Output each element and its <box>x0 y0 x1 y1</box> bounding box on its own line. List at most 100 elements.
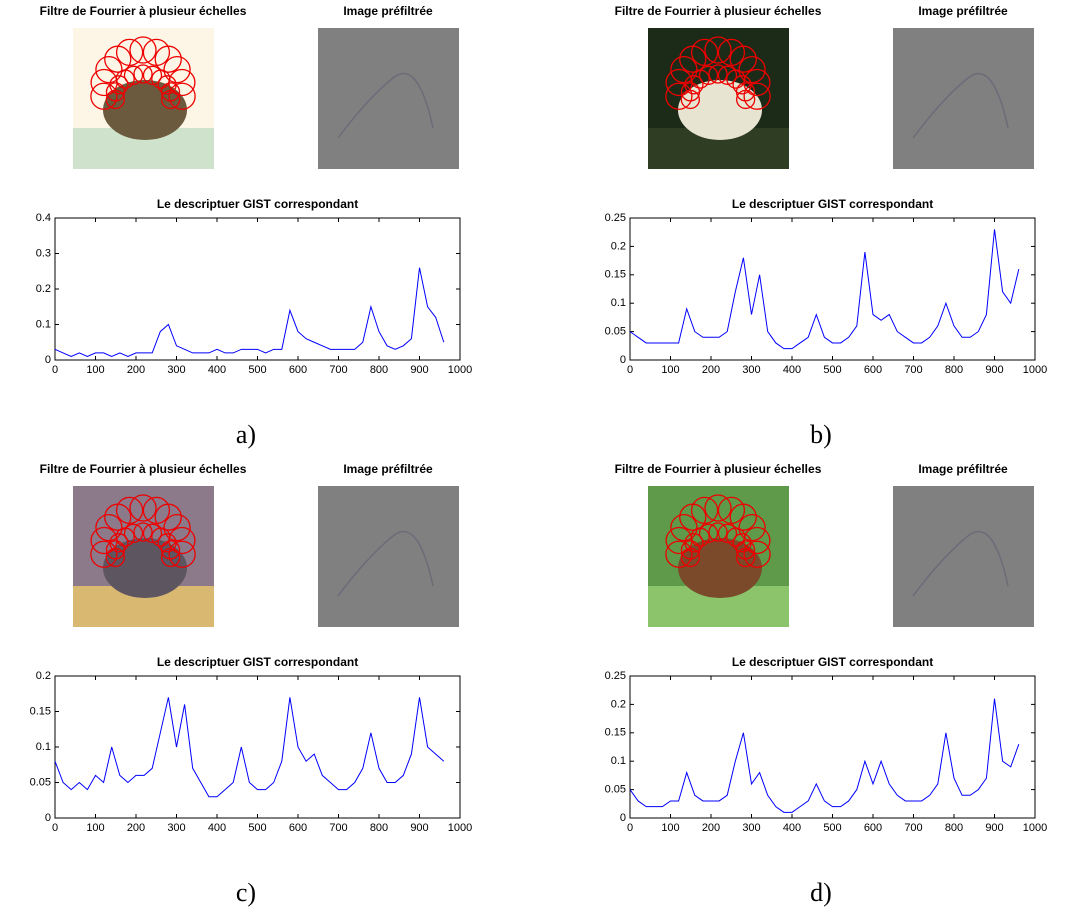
filter-circle <box>708 522 728 542</box>
chart-title: Le descriptuer GIST correspondant <box>157 197 358 211</box>
x-tick-label: 900 <box>410 364 428 376</box>
filter-circle <box>129 36 157 64</box>
y-tick-label: 0.4 <box>36 212 51 224</box>
filter-circle <box>168 540 196 568</box>
plot-frame <box>629 217 1036 361</box>
data-line <box>629 698 1020 813</box>
y-tick-label: 0.15 <box>605 269 626 281</box>
filter-circle <box>115 496 144 525</box>
filter-circle <box>698 523 719 543</box>
x-tick-label: 1000 <box>448 822 472 834</box>
x-tick-label: 800 <box>945 364 963 376</box>
x-tick-label: 700 <box>329 364 347 376</box>
filter-circle <box>738 55 766 84</box>
x-tick-label: 500 <box>823 822 841 834</box>
caption: c) <box>236 878 256 907</box>
data-line <box>54 697 445 798</box>
filter-circle <box>670 55 698 84</box>
x-tick-label: 300 <box>167 364 185 376</box>
filter-circle <box>109 533 129 553</box>
image-title: Filtre de Fourrier à plusieur échelles <box>615 462 822 476</box>
x-tick-label: 500 <box>248 364 266 376</box>
data-line <box>54 267 445 357</box>
filter-circle <box>729 503 757 531</box>
filter-circle <box>690 38 719 67</box>
prefiltered-image <box>893 28 1034 169</box>
prefiltered-image <box>318 486 459 627</box>
x-tick-label: 0 <box>627 822 633 834</box>
image-title: Filtre de Fourrier à plusieur échelles <box>40 462 247 476</box>
x-tick-label: 500 <box>248 822 266 834</box>
x-tick-label: 600 <box>864 364 882 376</box>
image-background <box>893 486 1034 627</box>
x-tick-label: 100 <box>661 364 679 376</box>
filter-circle <box>704 494 732 522</box>
prefiltered-image <box>318 28 459 169</box>
filter-circle <box>154 503 182 531</box>
y-tick-label: 0.05 <box>605 326 626 338</box>
filter-image <box>648 28 789 169</box>
y-tick-label: 0.1 <box>611 297 626 309</box>
x-tick-label: 600 <box>289 822 307 834</box>
x-tick-label: 300 <box>742 364 760 376</box>
x-tick-label: 500 <box>823 364 841 376</box>
image-title: Image préfiltrée <box>918 462 1008 476</box>
filter-circle <box>680 547 700 568</box>
y-tick-label: 0.05 <box>605 784 626 796</box>
y-tick-label: 0 <box>620 354 626 366</box>
filter-circle <box>163 513 191 542</box>
caption: d) <box>810 878 832 907</box>
x-tick-label: 900 <box>985 364 1003 376</box>
filter-circle <box>665 82 693 110</box>
plot-frame <box>54 675 461 819</box>
x-tick-label: 1000 <box>448 364 472 376</box>
prefiltered-image <box>893 486 1034 627</box>
filter-circle <box>123 65 144 85</box>
x-tick-label: 800 <box>370 364 388 376</box>
filter-circle <box>729 45 757 73</box>
x-tick-label: 800 <box>370 822 388 834</box>
image-edges <box>337 72 434 139</box>
filter-circle <box>736 547 756 568</box>
image-edges <box>337 530 434 597</box>
x-tick-label: 900 <box>410 822 428 834</box>
filter-circle <box>670 513 698 542</box>
x-tick-label: 0 <box>627 364 633 376</box>
filter-circle <box>684 533 704 553</box>
image-title: Image préfiltrée <box>343 462 433 476</box>
x-tick-label: 700 <box>904 364 922 376</box>
filter-circle <box>129 494 157 522</box>
y-tick-label: 0.05 <box>30 776 51 788</box>
filter-image <box>73 486 214 627</box>
filter-circle <box>665 540 693 568</box>
y-tick-label: 0.15 <box>605 727 626 739</box>
plot-frame <box>54 217 461 361</box>
x-tick-label: 400 <box>208 364 226 376</box>
x-tick-label: 100 <box>661 822 679 834</box>
caption: b) <box>810 420 832 449</box>
x-tick-label: 400 <box>783 364 801 376</box>
x-tick-label: 400 <box>783 822 801 834</box>
filter-circle <box>105 89 125 110</box>
y-tick-label: 0.2 <box>611 240 626 252</box>
y-tick-label: 0.2 <box>611 698 626 710</box>
y-tick-label: 0.1 <box>36 741 51 753</box>
chart-title: Le descriptuer GIST correspondant <box>157 655 358 669</box>
x-tick-label: 700 <box>904 822 922 834</box>
filter-circle <box>743 82 771 110</box>
filter-circle <box>738 513 766 542</box>
y-tick-label: 0 <box>45 812 51 824</box>
image-title: Image préfiltrée <box>918 4 1008 18</box>
filter-image <box>73 28 214 169</box>
filter-circle <box>154 45 182 73</box>
x-tick-label: 900 <box>985 822 1003 834</box>
filter-circle <box>123 523 144 543</box>
filter-circle <box>90 82 118 110</box>
x-tick-label: 600 <box>289 364 307 376</box>
x-tick-label: 300 <box>742 822 760 834</box>
image-edges <box>912 72 1009 139</box>
filter-circle <box>690 496 719 525</box>
y-tick-label: 0.1 <box>36 318 51 330</box>
filter-circle <box>95 513 123 542</box>
